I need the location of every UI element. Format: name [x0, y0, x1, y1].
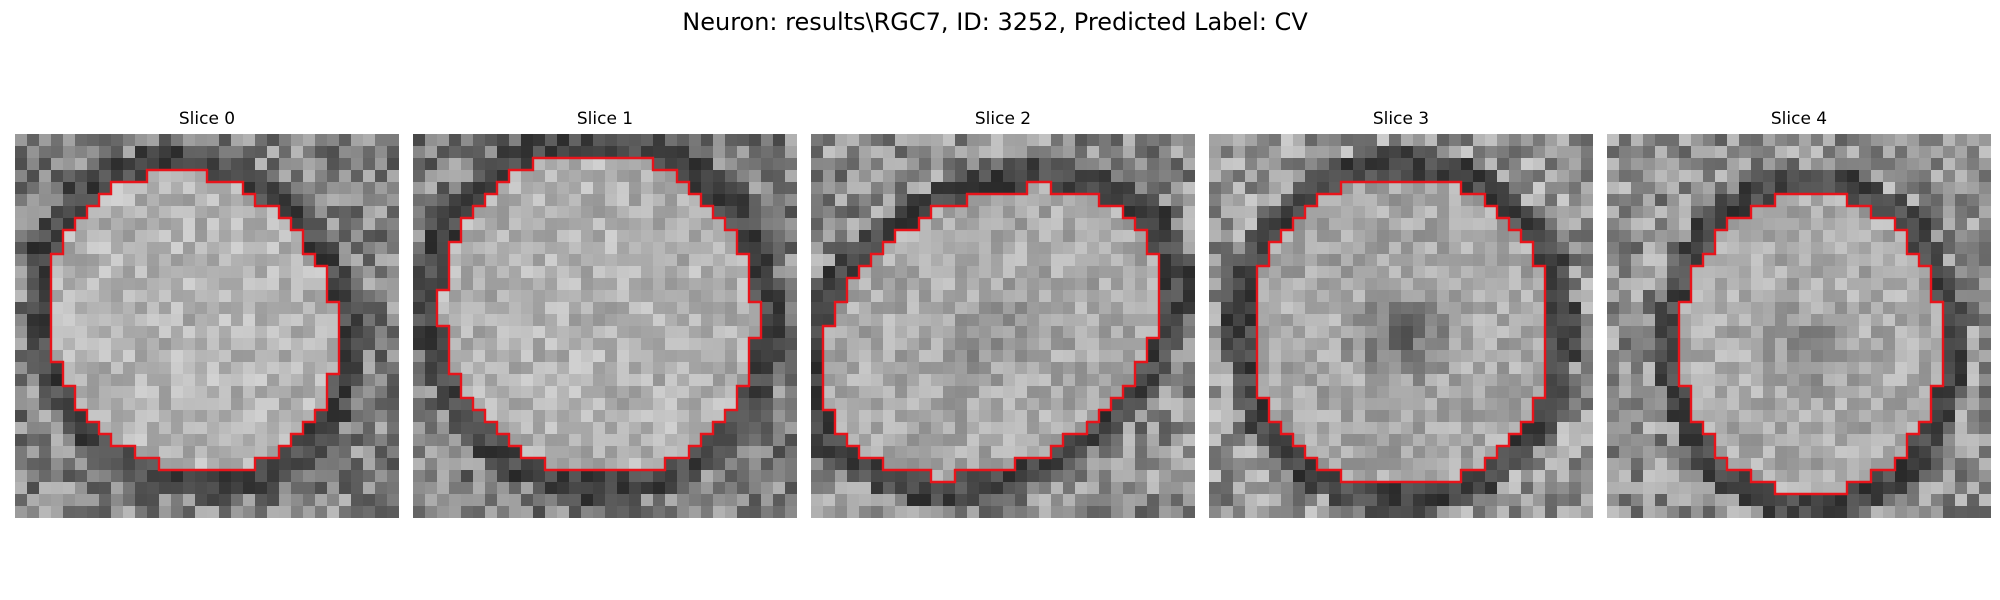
pixel-grid	[1607, 134, 1991, 518]
slice-title: Slice 1	[576, 109, 634, 129]
pixel-grid	[1209, 134, 1593, 518]
segmentation-contour	[49, 168, 341, 472]
slice-image-0	[15, 134, 399, 518]
slice-title: Slice 2	[974, 109, 1032, 129]
slice-title: Slice 0	[178, 109, 236, 129]
slice-title: Slice 4	[1770, 109, 1828, 129]
slice-image-2	[811, 134, 1195, 518]
segmentation-contour	[435, 156, 763, 472]
segmentation-contour	[1255, 180, 1547, 484]
segmentation-contour	[821, 180, 1161, 484]
pixel-grid	[15, 134, 399, 518]
segmentation-contour	[1677, 192, 1945, 496]
pixel-grid	[811, 134, 1195, 518]
slice-image-1	[413, 134, 797, 518]
slice-image-3	[1209, 134, 1593, 518]
slice-title: Slice 3	[1372, 109, 1430, 129]
figure-title: Neuron: results\RGC7, ID: 3252, Predicte…	[682, 8, 1308, 36]
pixel-grid	[413, 134, 797, 518]
slice-image-4	[1607, 134, 1991, 518]
